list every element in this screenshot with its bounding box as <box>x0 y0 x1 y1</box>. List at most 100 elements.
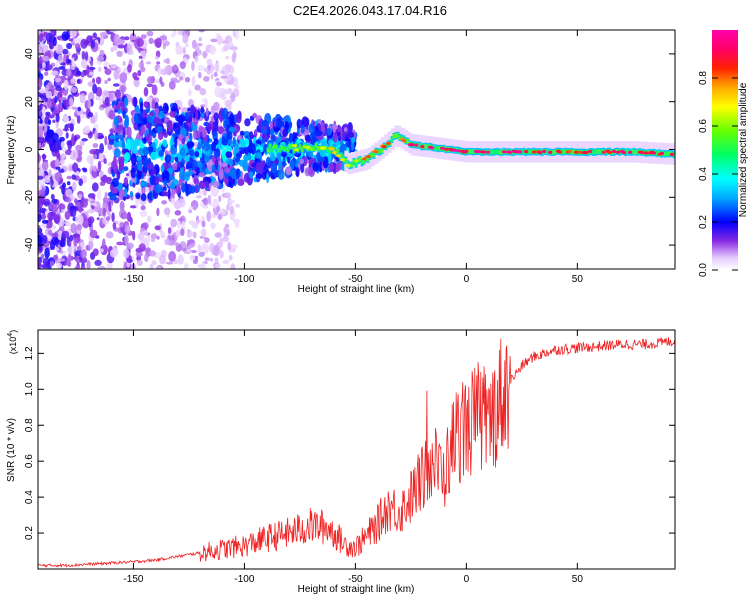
noise-speckle <box>155 56 159 60</box>
noise-cluster <box>250 143 256 155</box>
noise-speckle <box>42 257 51 266</box>
noise-speckle <box>98 66 102 72</box>
noise-speckle <box>175 229 181 238</box>
noise-speckle <box>38 230 42 235</box>
noise-cluster <box>270 128 274 136</box>
noise-cluster <box>190 104 195 114</box>
noise-speckle <box>80 71 85 78</box>
snr-frame <box>37 329 676 570</box>
ridge-mid <box>390 137 394 142</box>
noise-cluster <box>124 118 129 129</box>
noise-speckle <box>216 205 221 213</box>
noise-cluster <box>254 152 262 159</box>
noise-speckle <box>137 69 142 77</box>
noise-cluster <box>207 123 212 132</box>
noise-cluster <box>148 191 153 202</box>
ridge-mid <box>372 153 376 158</box>
ridge-mid <box>300 147 304 152</box>
x-tick-label: -100 <box>234 274 254 285</box>
ridge-mid <box>498 149 502 155</box>
noise-speckle <box>96 217 100 221</box>
noise-speckle <box>143 87 149 97</box>
noise-speckle <box>156 207 160 217</box>
noise-speckle <box>59 241 66 248</box>
noise-speckle <box>224 64 232 70</box>
noise-cluster <box>118 134 124 140</box>
noise-speckle <box>103 61 110 67</box>
noise-speckle <box>41 160 49 171</box>
noise-speckle <box>188 89 192 97</box>
ridge-peak <box>451 148 457 152</box>
noise-speckle <box>70 223 77 234</box>
noise-cluster <box>189 169 193 176</box>
noise-speckle <box>156 61 161 65</box>
noise-cluster <box>158 112 165 119</box>
noise-cluster <box>319 161 323 173</box>
ridge-mid <box>316 146 320 151</box>
noise-cluster <box>109 184 114 191</box>
noise-cluster <box>142 109 146 119</box>
noise-speckle <box>151 84 158 96</box>
noise-cluster <box>312 162 319 172</box>
noise-speckle <box>203 76 210 82</box>
noise-speckle <box>167 227 172 235</box>
noise-cluster <box>140 181 145 187</box>
ridge-peak <box>485 150 491 154</box>
noise-speckle <box>210 222 216 230</box>
noise-cluster <box>188 149 195 157</box>
ridge-peak <box>463 149 469 153</box>
noise-speckle <box>226 204 230 211</box>
ridge-peak <box>322 146 327 150</box>
noise-speckle <box>170 218 178 228</box>
ridge-mid <box>596 149 600 154</box>
noise-speckle <box>62 128 70 132</box>
noise-cluster <box>151 99 156 110</box>
noise-speckle <box>138 243 146 252</box>
noise-speckle <box>99 31 108 37</box>
noise-speckle <box>119 72 128 83</box>
noise-speckle <box>54 158 60 167</box>
noise-cluster <box>227 145 233 152</box>
ridge-mid <box>292 148 296 153</box>
noise-speckle <box>165 57 171 65</box>
noise-speckle <box>68 85 72 92</box>
ridge-peak <box>475 149 481 154</box>
noise-cluster <box>164 154 172 164</box>
noise-cluster <box>112 159 117 171</box>
noise-speckle <box>51 236 59 245</box>
noise-cluster <box>346 140 352 148</box>
noise-speckle <box>61 31 70 41</box>
ridge-mid <box>346 161 350 167</box>
ridge-mid <box>600 149 604 154</box>
noise-speckle <box>119 222 125 228</box>
ridge-mid <box>362 158 366 164</box>
noise-speckle <box>70 64 76 71</box>
y-tick-label: 0.6 <box>24 454 35 468</box>
ridge-peak <box>443 147 449 151</box>
ridge-mid <box>360 160 364 165</box>
noise-cluster <box>253 129 258 138</box>
ridge-mid <box>666 151 670 156</box>
noise-speckle <box>104 191 108 203</box>
noise-cluster <box>341 132 346 141</box>
noise-speckle <box>201 220 206 228</box>
noise-speckle <box>39 207 47 214</box>
noise-speckle <box>146 233 151 243</box>
noise-speckle <box>98 152 104 162</box>
noise-speckle <box>108 201 112 212</box>
noise-speckle <box>206 58 213 66</box>
noise-speckle <box>154 225 161 231</box>
noise-speckle <box>144 253 149 263</box>
noise-speckle <box>42 61 46 69</box>
noise-speckle <box>42 234 48 244</box>
noise-speckle <box>204 237 210 244</box>
ridge-peak <box>557 150 563 154</box>
noise-cluster <box>193 177 200 185</box>
x-tick-label: -100 <box>234 574 254 585</box>
noise-speckle <box>65 197 72 203</box>
noise-cluster <box>113 148 121 158</box>
noise-speckle <box>159 35 168 41</box>
noise-speckle <box>196 219 201 223</box>
noise-speckle <box>224 223 230 229</box>
ridge-peak <box>669 152 675 156</box>
